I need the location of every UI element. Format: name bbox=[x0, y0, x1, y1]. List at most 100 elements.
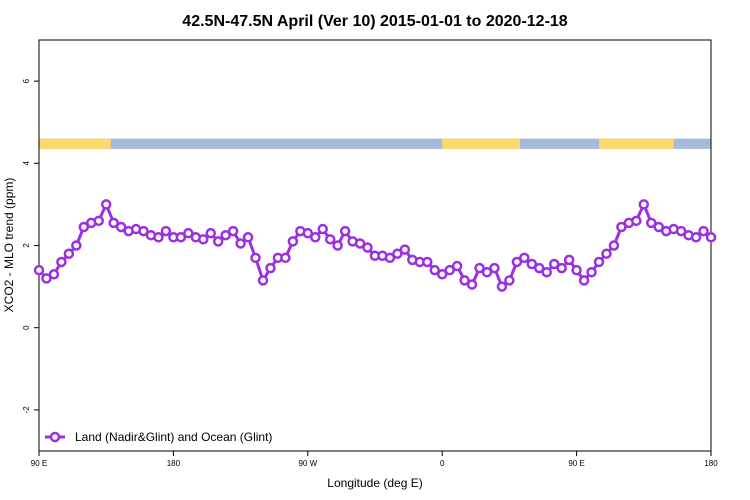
data-point bbox=[100, 199, 112, 210]
data-point bbox=[175, 232, 187, 243]
data-point bbox=[638, 199, 650, 210]
legend: Land (Nadir&Glint) and Ocean (Glint) bbox=[45, 430, 272, 444]
data-point bbox=[571, 264, 582, 276]
data-point bbox=[108, 217, 119, 229]
data-point bbox=[317, 223, 328, 235]
data-point bbox=[310, 232, 321, 243]
data-point bbox=[698, 225, 709, 237]
x-tick-label: 180 bbox=[167, 459, 181, 468]
data-point bbox=[586, 266, 597, 278]
data-point bbox=[489, 262, 500, 274]
y-axis-label: XCO2 - MLO trend (ppm) bbox=[2, 178, 16, 313]
data-point bbox=[235, 238, 246, 249]
y-tick-label: -2 bbox=[22, 406, 31, 414]
data-point bbox=[280, 252, 291, 264]
data-point bbox=[526, 258, 538, 270]
data-point bbox=[33, 264, 45, 276]
y-tick-label: 2 bbox=[22, 243, 31, 248]
x-axis-label: Longitude (deg E) bbox=[327, 476, 422, 490]
data-point bbox=[354, 238, 366, 249]
data-point bbox=[563, 254, 575, 266]
data-point bbox=[429, 264, 440, 276]
data-point bbox=[675, 225, 687, 237]
data-point bbox=[616, 221, 627, 233]
data-point bbox=[504, 275, 515, 286]
data-point bbox=[242, 232, 254, 243]
data-point bbox=[593, 256, 605, 268]
data-point bbox=[399, 244, 411, 255]
data-point bbox=[511, 256, 523, 268]
x-tick-label: 180 bbox=[704, 459, 718, 468]
x-tick-label: 0 bbox=[440, 459, 445, 468]
y-tick-label: 0 bbox=[22, 325, 31, 330]
data-point bbox=[705, 232, 717, 243]
data-point bbox=[339, 225, 351, 237]
data-point bbox=[601, 248, 612, 259]
data-point bbox=[556, 262, 567, 274]
data-point bbox=[257, 275, 269, 286]
data-point bbox=[227, 225, 239, 237]
data-point bbox=[474, 262, 485, 274]
data-point bbox=[466, 279, 478, 290]
data-point bbox=[481, 266, 493, 278]
y-tick-label: 4 bbox=[22, 161, 31, 166]
data-point bbox=[265, 262, 276, 274]
data-point bbox=[332, 240, 343, 251]
legend-marker bbox=[49, 431, 61, 443]
data-point bbox=[653, 221, 664, 233]
y-axis: -2 0 2 4 6 bbox=[22, 78, 39, 413]
data-point bbox=[362, 242, 373, 253]
data-point bbox=[459, 275, 470, 286]
data-point bbox=[220, 229, 231, 241]
data-point bbox=[578, 275, 590, 286]
data-point bbox=[205, 227, 216, 239]
data-point bbox=[608, 240, 620, 251]
data-point bbox=[153, 232, 164, 243]
x-tick-label: 90 E bbox=[568, 459, 584, 468]
data-point bbox=[384, 252, 396, 264]
land-band bbox=[599, 138, 674, 149]
data-point bbox=[451, 260, 463, 272]
data-point bbox=[646, 217, 657, 229]
data-point bbox=[183, 227, 194, 239]
land-ocean-strip bbox=[39, 138, 711, 149]
data-point bbox=[48, 269, 60, 280]
data-point bbox=[212, 236, 224, 247]
data-point bbox=[534, 262, 545, 274]
data-point bbox=[198, 234, 209, 245]
ocean-band bbox=[39, 138, 711, 149]
y-tick-label: 6 bbox=[22, 78, 31, 83]
data-point bbox=[160, 225, 172, 237]
data-point bbox=[422, 256, 433, 268]
data-point bbox=[41, 273, 52, 284]
data-point bbox=[392, 248, 403, 259]
x-tick-label: 90 W bbox=[298, 459, 317, 468]
land-band bbox=[39, 138, 111, 149]
data-point bbox=[690, 232, 702, 243]
data-point bbox=[631, 215, 642, 227]
data-point bbox=[519, 252, 530, 264]
data-point bbox=[93, 215, 104, 227]
data-point bbox=[56, 256, 67, 268]
data-point bbox=[496, 281, 508, 292]
x-axis: 90 E 180 90 W 0 90 E 180 bbox=[31, 451, 718, 468]
data-point bbox=[548, 258, 560, 270]
data-point bbox=[138, 225, 149, 237]
data-point bbox=[541, 266, 552, 278]
data-point bbox=[63, 248, 75, 259]
data-point bbox=[436, 269, 448, 280]
data-point bbox=[287, 236, 299, 247]
chart-title: 42.5N-47.5N April (Ver 10) 2015-01-01 to… bbox=[182, 13, 568, 30]
data-point bbox=[115, 221, 127, 233]
data-point bbox=[324, 234, 336, 245]
x-tick-label: 90 E bbox=[31, 459, 47, 468]
data-point bbox=[250, 252, 261, 264]
land-band bbox=[442, 138, 520, 149]
data-point bbox=[444, 264, 455, 276]
series-layer bbox=[33, 199, 717, 292]
data-point bbox=[302, 227, 314, 239]
data-point bbox=[78, 221, 90, 233]
data-point bbox=[71, 240, 82, 251]
legend-label: Land (Nadir&Glint) and Ocean (Glint) bbox=[75, 430, 272, 444]
